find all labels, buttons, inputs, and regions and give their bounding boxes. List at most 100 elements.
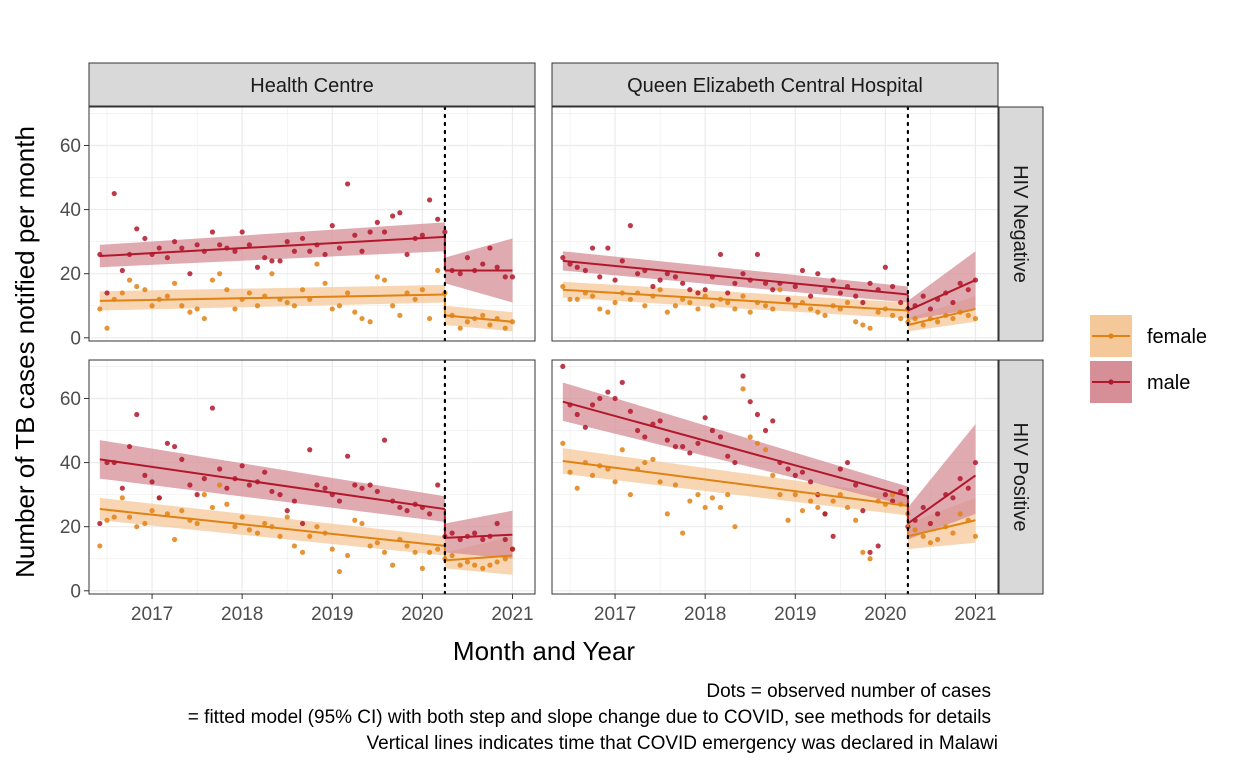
y-tick-label: 0 [70, 328, 81, 349]
male-point [717, 434, 724, 440]
male-point [449, 530, 455, 536]
legend-label-male: male [1147, 372, 1190, 394]
male-point [709, 427, 715, 434]
axes: 0 20 40 60 0 20 40 60 2017 2018 2019 2020 2021 2017 20… [60, 136, 997, 625]
female-point [725, 299, 731, 306]
male-point [634, 427, 641, 434]
male-fit-line-pre [99, 458, 446, 511]
female-point [352, 309, 358, 315]
female-point [589, 293, 596, 299]
male-point [111, 190, 117, 197]
male-ci-band-pre [99, 440, 445, 522]
x-tick-label: 2020 [864, 604, 906, 625]
male-point [307, 248, 313, 254]
male-point [807, 479, 814, 485]
male-point [597, 274, 603, 280]
female-point [560, 440, 566, 446]
female-fit-line-post [907, 307, 976, 326]
female-point [642, 459, 648, 466]
male-point [352, 482, 358, 488]
female-point [179, 303, 185, 309]
male-fit-line-pre [562, 259, 908, 296]
strip-col-2-label: Queen Elizabeth Central Hospital [627, 75, 923, 97]
male-point [770, 287, 776, 293]
female-point [935, 536, 941, 543]
female-point [815, 504, 821, 511]
male-point [299, 520, 306, 527]
male-point [435, 482, 441, 488]
female-point [762, 303, 769, 309]
female-point [687, 299, 693, 306]
female-point [567, 296, 573, 302]
female-point [412, 296, 418, 302]
male-point [404, 251, 410, 258]
female-point [680, 530, 686, 536]
male-fit-line-post [444, 533, 513, 539]
female-point [709, 495, 715, 501]
female-point [612, 479, 618, 485]
female-point [435, 267, 441, 274]
x-axis-title: Month and Year [453, 636, 635, 666]
male-point [582, 424, 588, 430]
female-point [487, 562, 493, 568]
male-point [740, 373, 746, 379]
male-point [344, 453, 351, 459]
female-point [725, 492, 731, 498]
male-point [194, 242, 200, 248]
female-point [119, 290, 125, 296]
male-point [299, 235, 306, 242]
male-point [972, 459, 979, 466]
female-point [299, 549, 306, 555]
female-point [254, 303, 261, 309]
female-point [972, 315, 979, 322]
female-point [830, 498, 836, 504]
female-point [650, 456, 656, 462]
legend-key-male-dot [1108, 379, 1114, 385]
strip-col-2 [551, 62, 999, 107]
female-point [912, 315, 918, 322]
female-point [464, 319, 471, 325]
male-point [426, 511, 433, 517]
female-point [822, 312, 828, 318]
y-tick-label: 40 [60, 453, 81, 474]
caption-line-3: Vertical lines indicates time that COVID… [367, 733, 999, 754]
male-point [822, 511, 828, 517]
male-point [142, 472, 148, 478]
male-point [680, 443, 686, 450]
male-point [560, 363, 566, 370]
x-tick-label: 2017 [594, 604, 636, 625]
male-point [156, 245, 162, 251]
female-point [246, 290, 252, 296]
male-point [201, 476, 207, 482]
female-point [664, 309, 670, 315]
male-point [889, 498, 896, 504]
male-point [187, 271, 193, 277]
female-point [134, 283, 140, 290]
x-tick-label: 2017 [131, 604, 173, 625]
female-point [149, 303, 155, 309]
strip-col-1-label: Health Centre [250, 75, 373, 97]
male-point [799, 469, 806, 475]
male-point [171, 239, 178, 245]
female-point [381, 549, 388, 555]
female-point [732, 524, 738, 530]
male-point [374, 488, 380, 495]
male-point [344, 181, 351, 187]
male-point [702, 287, 708, 293]
male-point [209, 229, 216, 235]
male-point [307, 447, 313, 453]
female-point [717, 504, 724, 511]
male-point [322, 251, 328, 258]
female-point [329, 546, 335, 552]
female-point [352, 517, 358, 523]
male-point [567, 261, 573, 267]
male-point [619, 258, 625, 264]
male-point [381, 437, 388, 443]
male-point [232, 248, 238, 254]
male-point [560, 255, 566, 261]
female-point [412, 549, 418, 555]
male-point [239, 229, 245, 235]
female-point [502, 556, 508, 562]
female-point [480, 565, 486, 571]
male-point [457, 271, 463, 277]
